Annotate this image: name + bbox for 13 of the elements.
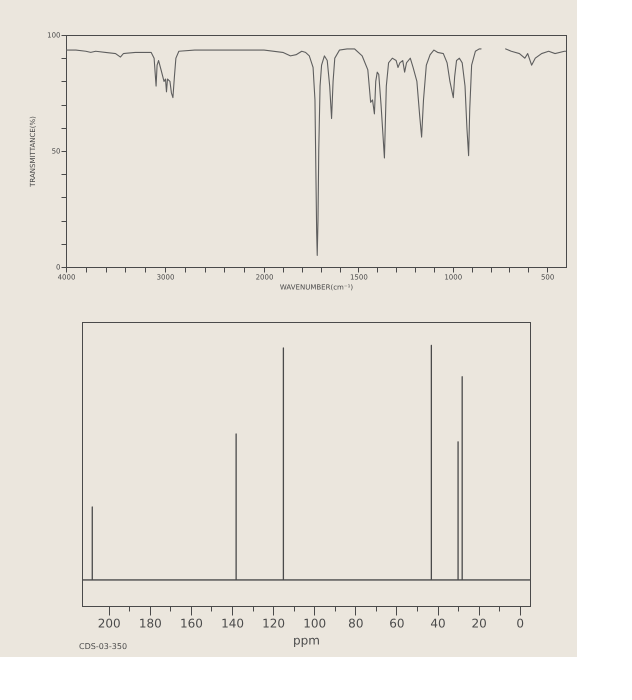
x-tick-label: 160 bbox=[180, 616, 203, 630]
x-tick-label: 180 bbox=[138, 616, 162, 630]
x-tick-label: 40 bbox=[430, 616, 446, 630]
text: CDS-03-350 bbox=[79, 642, 128, 651]
x-tick-label: 80 bbox=[348, 616, 364, 630]
x-tick-label: 100 bbox=[303, 616, 326, 630]
x-tick-label: 120 bbox=[262, 616, 286, 630]
x-tick-label: 0 bbox=[516, 616, 524, 630]
x-axis-title: ppm bbox=[293, 634, 320, 648]
x-tick-label: 20 bbox=[471, 616, 487, 630]
x-tick-label: 60 bbox=[389, 616, 405, 630]
x-tick-label: 200 bbox=[98, 616, 121, 630]
x-tick-label: 140 bbox=[221, 616, 244, 630]
